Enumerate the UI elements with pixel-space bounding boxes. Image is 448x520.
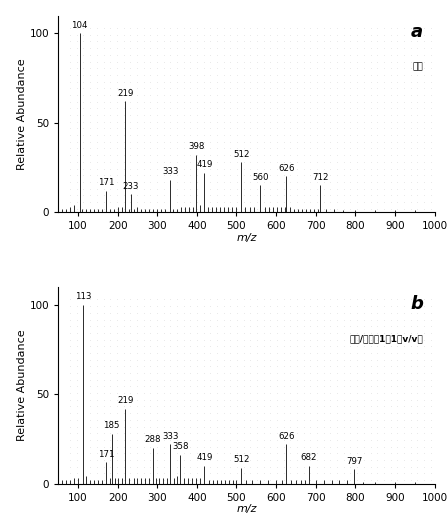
Text: 171: 171 — [98, 178, 114, 187]
Text: b: b — [410, 295, 423, 313]
Text: 甲醇/乙酸（1：1，v/v）: 甲醇/乙酸（1：1，v/v） — [349, 334, 423, 343]
Text: 419: 419 — [196, 160, 213, 170]
Text: 233: 233 — [122, 182, 139, 191]
X-axis label: m/z: m/z — [236, 504, 257, 514]
Text: 419: 419 — [196, 453, 213, 462]
Text: 333: 333 — [162, 167, 179, 176]
Text: 甲醇: 甲醇 — [413, 63, 423, 72]
X-axis label: m/z: m/z — [236, 232, 257, 243]
Text: 358: 358 — [172, 443, 189, 451]
Text: 171: 171 — [98, 450, 114, 459]
Text: 333: 333 — [162, 432, 179, 440]
Text: 288: 288 — [144, 435, 161, 444]
Text: 104: 104 — [71, 21, 88, 30]
Y-axis label: Relative Abundance: Relative Abundance — [17, 330, 27, 441]
Text: a: a — [411, 23, 423, 42]
Text: 797: 797 — [346, 457, 362, 466]
Text: 398: 398 — [188, 142, 204, 151]
Text: 185: 185 — [103, 421, 120, 430]
Text: 512: 512 — [233, 150, 250, 159]
Text: 560: 560 — [252, 173, 268, 182]
Text: 626: 626 — [278, 164, 295, 173]
Text: 626: 626 — [278, 432, 295, 440]
Text: 712: 712 — [312, 173, 329, 182]
Text: 512: 512 — [233, 455, 250, 464]
Text: 219: 219 — [117, 396, 134, 405]
Text: 219: 219 — [117, 89, 134, 98]
Text: 682: 682 — [300, 453, 317, 462]
Y-axis label: Relative Abundance: Relative Abundance — [17, 58, 27, 170]
Text: 113: 113 — [75, 292, 91, 301]
